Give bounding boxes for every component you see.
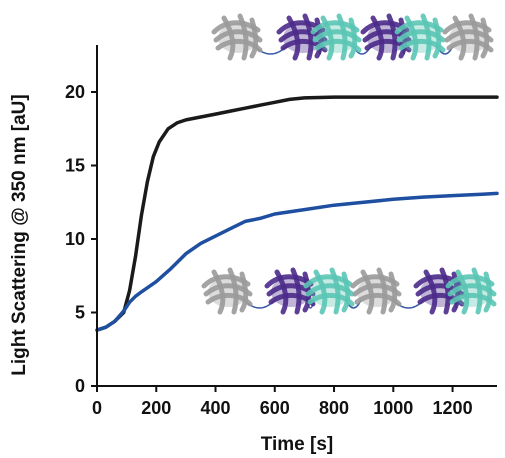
protein-domain-icon xyxy=(303,267,355,315)
x-axis-title: Time [s] xyxy=(261,434,334,455)
y-tick-label: 10 xyxy=(65,229,85,249)
protein-domain-icon xyxy=(276,13,328,61)
x-tick-label: 200 xyxy=(141,398,171,418)
protein-domain-icon xyxy=(442,13,494,61)
protein-domain-chain-top xyxy=(211,13,494,61)
y-axis-title: Light Scattering @ 350 nm [aU] xyxy=(9,94,30,375)
y-tick-label: 0 xyxy=(75,376,85,396)
y-tick-label: 5 xyxy=(75,303,85,323)
protein-domain-icon xyxy=(445,267,497,315)
series-layer xyxy=(95,95,499,332)
x-tick-label: 1200 xyxy=(433,398,473,418)
protein-domain-icon xyxy=(201,267,253,315)
protein-domain-icon xyxy=(350,267,402,315)
x-tick-label: 600 xyxy=(260,398,290,418)
ticks: 0 200 400 600 800 1000 1200 0 5 10 15 20 xyxy=(65,82,473,418)
series-line-1 xyxy=(95,95,499,332)
y-tick-label: 15 xyxy=(65,156,85,176)
x-tick-label: 0 xyxy=(92,398,102,418)
protein-domain-icon xyxy=(310,13,362,61)
protein-domain-icon xyxy=(211,13,263,61)
x-tick-label: 1000 xyxy=(373,398,413,418)
axes xyxy=(96,45,497,387)
x-tick-label: 800 xyxy=(319,398,349,418)
x-tick-label: 400 xyxy=(200,398,230,418)
protein-domain-chain-bottom xyxy=(201,267,497,315)
protein-domain-icon xyxy=(394,13,446,61)
y-tick-label: 20 xyxy=(65,82,85,102)
series-line-2 xyxy=(95,191,499,332)
protein-domain-icon xyxy=(264,267,316,315)
